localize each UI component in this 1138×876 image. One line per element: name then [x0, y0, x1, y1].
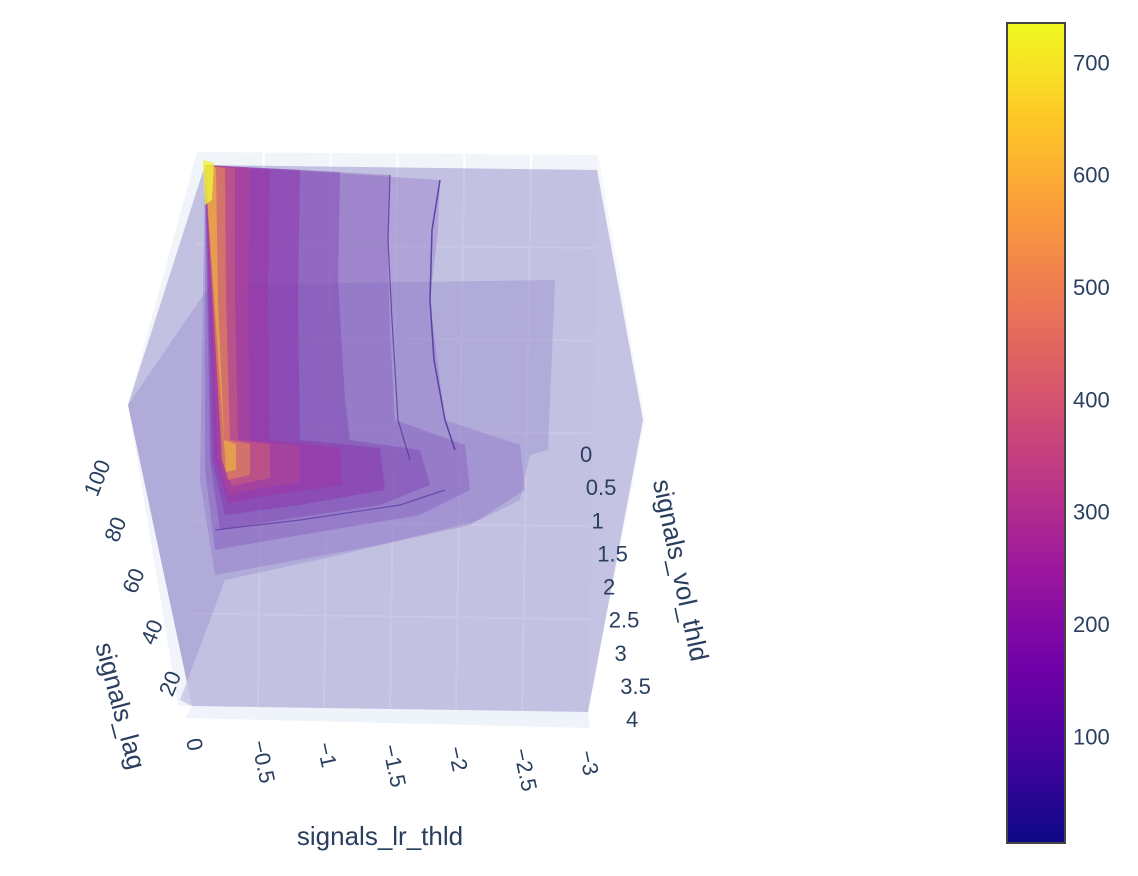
colorbar-tick-label: 400	[1073, 387, 1110, 412]
colorbar-tick-label: 100	[1073, 724, 1110, 749]
colorbar-ticks: 100 200 300 400 500 600 700	[1073, 50, 1110, 749]
y-axis-title: signals_vol_thld	[647, 477, 715, 664]
x-tick-label: −2	[443, 744, 473, 774]
y-tick-label: 0	[580, 442, 592, 467]
isosurface-ridge-2	[387, 174, 411, 461]
isosurface-layer-5	[205, 165, 342, 503]
y-tick-label: 3.5	[620, 674, 651, 699]
isosurface-ridge-1	[429, 179, 456, 451]
isosurface-peak	[203, 160, 214, 205]
isosurface-layer-9	[205, 165, 236, 472]
x-tick-label: −3	[574, 748, 604, 778]
y-tick-label: 1.5	[597, 541, 628, 566]
y-axis-ticks: 0 0.5 1 1.5 2 2.5 3 3.5 4	[580, 442, 651, 732]
x-tick-label: −2.5	[509, 746, 542, 794]
isosurface-front-face	[128, 280, 555, 706]
isosurface-layer-3	[205, 165, 430, 530]
y-tick-label: 2.5	[609, 608, 640, 633]
z-axis-title: signals_lag	[89, 639, 152, 772]
y-tick-label: 3	[615, 641, 627, 666]
right-wall-panel	[588, 155, 645, 712]
colorbar-tick-label: 700	[1073, 50, 1110, 75]
z-tick-label: 60	[117, 565, 149, 597]
colorbar: 100 200 300 400 500 600 700	[1006, 22, 1110, 844]
isosurface-ridge-3	[214, 489, 446, 531]
isosurface-layer-2	[205, 165, 470, 550]
colorbar-tick-label: 600	[1073, 163, 1110, 188]
y-tick-label: 0.5	[586, 475, 617, 500]
isosurface-layer-7	[205, 165, 270, 486]
isosurface-layers	[128, 160, 643, 712]
isosurface-layer-6	[205, 165, 300, 495]
colorbar-gradient-bar	[1006, 22, 1066, 844]
colorbar-tick-label: 500	[1073, 275, 1110, 300]
x-tick-label: −0.5	[247, 738, 280, 786]
colorbar-tick-label: 200	[1073, 612, 1110, 637]
y-tick-label: 2	[603, 575, 615, 600]
isosurface-layer-1	[200, 165, 525, 575]
x-axis-ticks: 0 −0.5 −1 −1.5 −2 −2.5 −3	[181, 736, 604, 794]
isosurface-layer-4	[205, 165, 385, 515]
colorbar-tick-label: 300	[1073, 500, 1110, 525]
floor-panel	[185, 706, 590, 728]
x-tick-label: −1	[312, 740, 342, 770]
grid-lines	[192, 152, 597, 712]
isosurface-outer-box	[128, 165, 643, 712]
z-tick-label: 100	[79, 456, 116, 499]
x-axis-title: signals_lr_thld	[297, 821, 463, 851]
z-tick-label: 40	[136, 616, 168, 648]
x-tick-label: −1.5	[378, 742, 411, 790]
y-tick-label: 1	[592, 508, 604, 533]
z-tick-label: 80	[99, 513, 131, 545]
grid-line-horizontal	[192, 612, 590, 621]
left-wall-panel	[128, 152, 197, 706]
x-tick-label: 0	[181, 736, 208, 753]
y-tick-label: 4	[626, 707, 638, 732]
